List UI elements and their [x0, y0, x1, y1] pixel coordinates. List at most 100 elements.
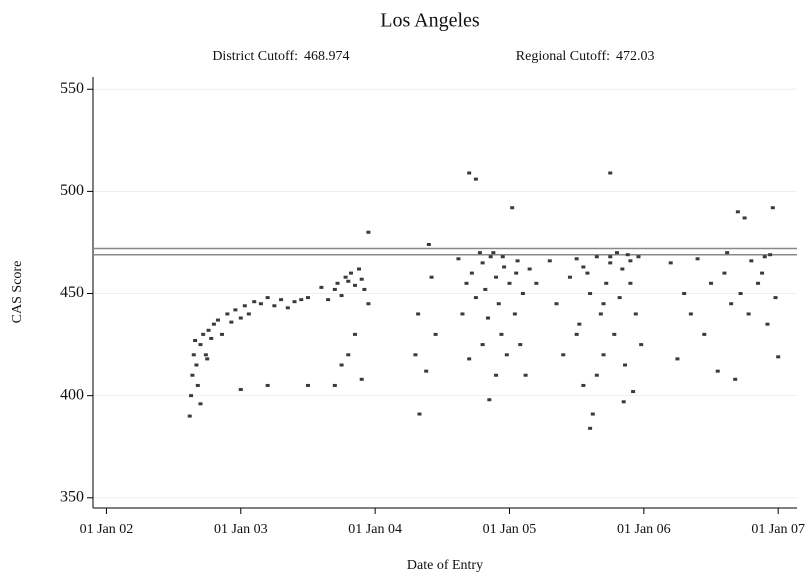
point — [604, 281, 609, 285]
point — [252, 300, 257, 304]
point — [494, 275, 499, 279]
point — [285, 306, 290, 310]
point — [359, 377, 364, 381]
point — [628, 259, 633, 263]
point — [348, 271, 353, 275]
point — [608, 255, 613, 259]
point — [547, 259, 552, 263]
point — [612, 332, 617, 336]
point — [574, 257, 579, 261]
point — [742, 216, 747, 220]
point — [225, 312, 230, 316]
point — [464, 281, 469, 285]
point — [639, 343, 644, 347]
point — [588, 292, 593, 296]
cutoff-label: District Cutoff: — [212, 49, 298, 64]
y-tick-label: 450 — [60, 284, 84, 301]
x-tick-label: 01 Jan 05 — [483, 522, 537, 537]
point — [776, 355, 781, 359]
point — [507, 281, 512, 285]
point — [233, 308, 238, 312]
point — [715, 369, 720, 373]
y-tick-label: 350 — [60, 488, 84, 505]
point — [346, 353, 351, 357]
point — [205, 357, 210, 361]
y-tick-label: 550 — [60, 80, 84, 97]
point — [352, 332, 357, 336]
x-tick-label: 01 Jan 06 — [617, 522, 671, 537]
point — [709, 281, 714, 285]
point — [725, 251, 730, 255]
point — [467, 357, 472, 361]
point — [675, 357, 680, 361]
point — [567, 275, 572, 279]
point — [601, 302, 606, 306]
x-tick-label: 01 Jan 04 — [348, 522, 402, 537]
point — [480, 261, 485, 265]
point — [460, 312, 465, 316]
point — [473, 296, 478, 300]
point — [510, 206, 515, 210]
y-tick-label: 400 — [60, 386, 84, 403]
point — [590, 412, 595, 416]
point — [621, 400, 626, 404]
point — [299, 298, 304, 302]
point — [485, 316, 490, 320]
point — [770, 206, 775, 210]
point — [608, 261, 613, 265]
point — [339, 294, 344, 298]
point — [494, 373, 499, 377]
point — [625, 253, 630, 257]
x-axis-label: Date of Entry — [407, 558, 483, 573]
point — [467, 171, 472, 175]
point — [346, 279, 351, 283]
point — [279, 298, 284, 302]
x-tick-label: 01 Jan 03 — [214, 522, 268, 537]
point — [614, 251, 619, 255]
point — [219, 332, 224, 336]
point — [292, 300, 297, 304]
point — [198, 343, 203, 347]
point — [746, 312, 751, 316]
point — [198, 402, 203, 406]
point — [695, 257, 700, 261]
point — [702, 332, 707, 336]
point — [272, 304, 277, 308]
point — [512, 312, 517, 316]
point — [426, 242, 431, 246]
point — [581, 383, 586, 387]
point — [189, 394, 194, 398]
point — [366, 230, 371, 234]
point — [480, 343, 485, 347]
point — [581, 265, 586, 269]
point — [417, 412, 422, 416]
point — [195, 383, 200, 387]
point — [623, 363, 628, 367]
point — [688, 312, 693, 316]
point — [429, 275, 434, 279]
point — [193, 339, 198, 343]
point — [561, 353, 566, 357]
point — [258, 302, 263, 306]
point — [359, 277, 364, 281]
point — [424, 369, 429, 373]
point — [416, 312, 421, 316]
y-axis-label: CAS Score — [10, 261, 25, 324]
point — [760, 271, 765, 275]
point — [768, 253, 773, 257]
point — [352, 283, 357, 287]
point — [574, 332, 579, 336]
point — [339, 363, 344, 367]
point — [203, 353, 208, 357]
point — [620, 267, 625, 271]
point — [332, 383, 337, 387]
point — [335, 281, 340, 285]
point — [246, 312, 251, 316]
point — [305, 383, 310, 387]
point — [523, 373, 528, 377]
x-tick-label: 01 Jan 07 — [751, 522, 805, 537]
point — [631, 390, 636, 394]
point — [502, 265, 507, 269]
point — [749, 259, 754, 263]
